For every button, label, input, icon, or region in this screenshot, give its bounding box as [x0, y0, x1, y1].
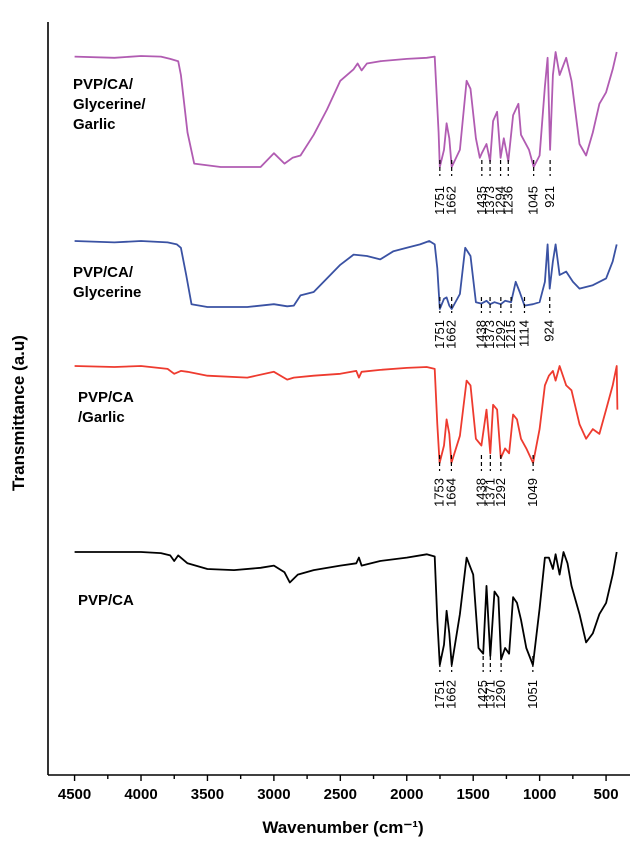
peak-label: 924 — [542, 320, 557, 342]
peak-label: 1751 — [432, 186, 447, 215]
x-tick-label: 3000 — [257, 786, 290, 803]
peak-label: 1051 — [525, 680, 540, 709]
series-label-line: PVP/CA/ — [73, 264, 134, 281]
series-label-line: PVP/CA/ — [73, 76, 134, 93]
peak-label: 1292 — [493, 478, 508, 507]
peak-label: 1438 — [473, 478, 488, 507]
series-line — [74, 365, 619, 464]
series-label-line: PVP/CA — [78, 592, 134, 609]
series-label-line: Garlic — [73, 116, 116, 133]
x-tick-label: 500 — [594, 786, 619, 803]
series-label: PVP/CA/Glycerine/Garlic — [73, 76, 146, 133]
peak-label: 1435 — [474, 186, 489, 215]
peak-label: 1373 — [482, 320, 497, 349]
series-label-line: Glycerine/ — [73, 96, 146, 113]
x-axis: 4500 4000 3500 3000 2500 2000 1500 1000 500 — [48, 774, 630, 803]
x-tick-label: 2500 — [324, 786, 357, 803]
peak-label: 1371 — [482, 478, 497, 507]
x-tick-label: 2000 — [390, 786, 423, 803]
x-tick-label: 1000 — [523, 786, 556, 803]
series-label-line: Glycerine — [73, 284, 141, 301]
series-label: PVP/CA/Glycerine — [73, 264, 141, 301]
peak-label: 1438 — [473, 320, 488, 349]
peak-label: 1373 — [482, 186, 497, 215]
peak-label: 1664 — [443, 478, 458, 507]
x-axis-title: Wavenumber (cm⁻¹) — [262, 818, 423, 837]
y-axis-title: Transmittance (a.u) — [9, 335, 28, 491]
peak-label: 1425 — [475, 680, 490, 709]
peak-label: 1236 — [500, 186, 515, 215]
peak-label: 1662 — [444, 186, 459, 215]
peak-label: 1371 — [482, 680, 497, 709]
plot-area: PVP/CA/Glycerine/GarlicPVP/CA/GlycerineP… — [73, 51, 619, 709]
x-tick-label: 3500 — [191, 786, 224, 803]
peak-label: 1045 — [526, 186, 541, 215]
series-line — [74, 240, 618, 310]
series-line — [74, 551, 618, 666]
series-label-line: PVP/CA — [78, 389, 134, 406]
peak-label: 921 — [542, 186, 557, 208]
series-label: PVP/CA — [78, 592, 134, 609]
x-tick-label: 4500 — [58, 786, 91, 803]
peak-label: 1662 — [444, 320, 459, 349]
series-label: PVP/CA/Garlic — [78, 389, 134, 426]
peak-label: 1215 — [503, 320, 518, 349]
peak-label: 1292 — [493, 320, 508, 349]
peak-label: 1049 — [525, 478, 540, 507]
x-tick-label: 4000 — [124, 786, 157, 803]
peak-label: 1753 — [432, 478, 447, 507]
peak-label: 1294 — [493, 186, 508, 215]
peak-label: 1751 — [432, 680, 447, 709]
series-label-line: /Garlic — [78, 409, 125, 426]
peak-label: 1751 — [432, 320, 447, 349]
peak-label: 1662 — [444, 680, 459, 709]
x-tick-label: 1500 — [457, 786, 490, 803]
peak-label: 1290 — [493, 680, 508, 709]
series-line — [74, 51, 618, 168]
peak-label: 1114 — [517, 320, 532, 347]
